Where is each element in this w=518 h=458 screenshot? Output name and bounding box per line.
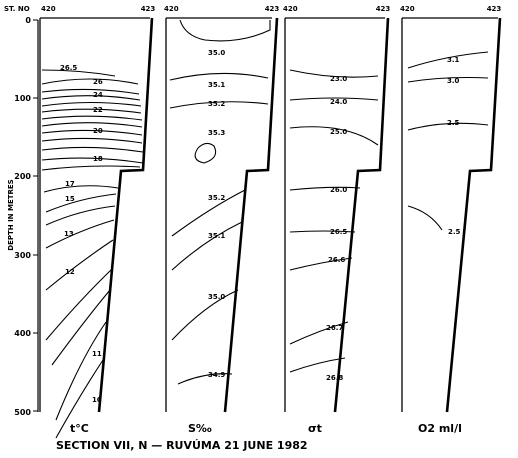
isopycnals [289,69,379,373]
station-420: 420 [400,5,415,13]
sea-floor-profile [445,17,502,413]
depth-axis-label: DEPTH IN METRES [7,179,15,250]
isopycnal-label: 26.6 [328,256,345,264]
isopycnal-label: 26.0 [330,186,347,194]
isohaline-label: 35.0 [208,49,225,57]
isotherm-label: 12 [65,268,75,276]
station-420: 420 [164,5,179,13]
station-423: 423 [141,5,156,13]
isohaline-label: 35.0 [208,293,225,301]
isotherm-label: 18 [93,155,103,163]
oxygen-label: 3.0 [447,77,460,85]
isopycnal-label: 26.5 [330,228,347,236]
panel-salinity: 420 423 35.0 35.1 35.2 35.3 35.2 35.1 35… [164,5,279,435]
isopycnal-label: 25.0 [330,128,347,136]
isohaline-label: 35.2 [208,194,225,202]
isotherm-label: 13 [64,230,74,238]
isohaline-label: 35.2 [208,100,225,108]
panel-variable-label: σt [308,422,322,435]
isotherm-label: 22 [93,106,103,114]
panel-variable-label: O2 ml/l [418,422,462,435]
isohalines [169,19,271,385]
isotherm-label: 24 [93,91,103,99]
depth-tick-200: 200 [14,172,31,181]
depth-tick-500: 500 [14,408,31,417]
oxygen-label: 2.5 [447,119,460,127]
station-423: 423 [487,5,502,13]
depth-tick-100: 100 [14,94,31,103]
station-423: 423 [376,5,391,13]
oxygen-label: 2.5 [448,228,461,236]
isohaline-label: 35.3 [208,129,225,137]
sea-floor-profile [223,17,279,413]
depth-axis: ST. NO 0 100 200 300 400 500 DEPTH IN ME… [4,5,39,417]
station-420: 420 [41,5,56,13]
panel-variable-label: S‰ [188,422,212,435]
depth-tick-300: 300 [14,251,31,260]
sea-floor-profile [97,17,154,413]
depth-tick-0: 0 [25,16,31,25]
isotherm-label: 20 [93,127,103,135]
oxygen-label: 3.1 [447,56,460,64]
depth-tick-400: 400 [14,329,31,338]
isopycnal-label: 23.0 [330,75,347,83]
isotherm-label: 15 [65,195,75,203]
isopycnal-label: 26.8 [326,374,343,382]
isopycnal-label: 26.7 [326,324,343,332]
isohaline-label: 35.1 [208,232,225,240]
isotherm-label: 26 [93,78,103,86]
station-420: 420 [283,5,298,13]
isotherm-label: 10 [92,396,102,404]
station-423: 423 [265,5,280,13]
panel-oxygen: 420 423 3.1 3.0 2.5 2.5 O2 ml/l [400,5,501,435]
isotherms [41,69,144,439]
panel-temperature: 420 423 26.5 [39,5,156,439]
station-label: ST. NO [4,5,30,13]
oxygen-isolines [407,51,489,231]
sea-floor-profile [333,17,390,413]
isopycnal-label: 24.0 [330,98,347,106]
figure-caption: SECTION VII, N — RUVÚMA 21 JUNE 1982 [56,439,308,452]
isohaline-label: 34.9 [208,371,225,379]
panel-density: 420 423 23.0 24.0 25.0 26.0 26.5 26.6 26… [283,5,390,435]
isohaline-label: 35.1 [208,81,225,89]
isotherm-label: 11 [92,350,102,358]
isotherm-label: 17 [65,180,75,188]
panel-variable-label: t°C [70,422,89,435]
isotherm-label: 26.5 [60,64,77,72]
